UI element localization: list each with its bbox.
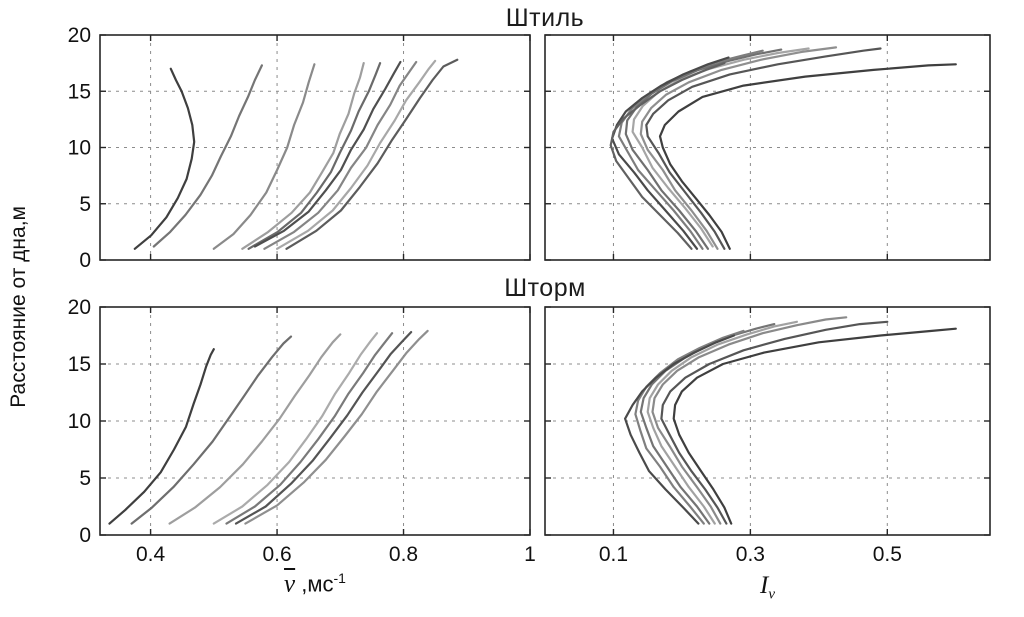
tick-label: 0.6 <box>262 543 291 566</box>
profile-line <box>651 316 848 525</box>
tick-label: 0 <box>79 249 91 272</box>
profile-line <box>168 333 342 525</box>
tick-label: 10 <box>68 137 91 160</box>
profile-line <box>244 329 429 525</box>
profile-line <box>623 334 736 525</box>
tick-label: 0.5 <box>873 543 902 566</box>
y-axis-label: Расстояние от дна,м <box>4 112 34 502</box>
profile-line <box>645 47 882 250</box>
profile-line <box>234 331 413 525</box>
y-axis-label-text: Расстояние от дна,м <box>7 206 30 408</box>
profile-line <box>639 46 838 250</box>
profile-line <box>225 332 394 525</box>
x-axis-label-intensity: Iv <box>545 572 990 603</box>
tick-label: 20 <box>68 296 91 319</box>
velocity-unit-exponent: -1 <box>333 570 346 586</box>
x-axis-label-velocity: v ,мс-1 <box>100 570 530 598</box>
intensity-subscript: v <box>768 586 775 603</box>
profile-line <box>276 59 437 250</box>
tick-label: 5 <box>79 193 91 216</box>
tick-label: 0.1 <box>599 543 628 566</box>
profile-line <box>247 61 382 250</box>
profile-line <box>253 60 402 248</box>
plot-calm-velocity: 0 5 10 15 20 <box>68 24 531 272</box>
tick-label: 0.4 <box>136 543 166 566</box>
profile-line <box>646 320 799 525</box>
profile-line <box>634 329 745 525</box>
tick-label: 0.8 <box>389 543 418 566</box>
tick-label: 1 <box>524 543 536 566</box>
profile-line <box>609 61 726 250</box>
intensity-symbol: I <box>760 572 769 599</box>
tick-label: 5 <box>79 467 91 490</box>
tick-label: 0.3 <box>736 543 765 566</box>
profile-line <box>672 327 957 525</box>
tick-label: 10 <box>68 410 91 433</box>
profile-line <box>285 58 459 250</box>
title-storm: Шторм <box>504 274 586 302</box>
profile-line <box>133 67 196 250</box>
profile-line <box>631 47 810 248</box>
profile-line <box>263 60 418 250</box>
profile-line <box>130 335 293 525</box>
profile-line <box>658 63 957 250</box>
plot-storm-intensity: 0.1 0.3 0.5 <box>544 306 991 566</box>
title-calm: Штиль <box>505 4 585 32</box>
tick-label: 15 <box>68 80 91 103</box>
tick-label: 0 <box>79 524 91 547</box>
profile-line <box>152 64 263 248</box>
tick-label: 15 <box>68 353 91 376</box>
v-bar-symbol: v <box>284 570 296 598</box>
profile-line <box>660 320 889 525</box>
profile-line <box>624 48 783 250</box>
profile-line <box>108 348 215 525</box>
tick-label: 20 <box>68 24 91 47</box>
profile-line <box>212 63 316 250</box>
profile-line <box>241 61 365 250</box>
velocity-unit: ,мс <box>295 571 334 597</box>
plot-calm-intensity <box>544 34 991 261</box>
profile-line <box>212 332 379 525</box>
